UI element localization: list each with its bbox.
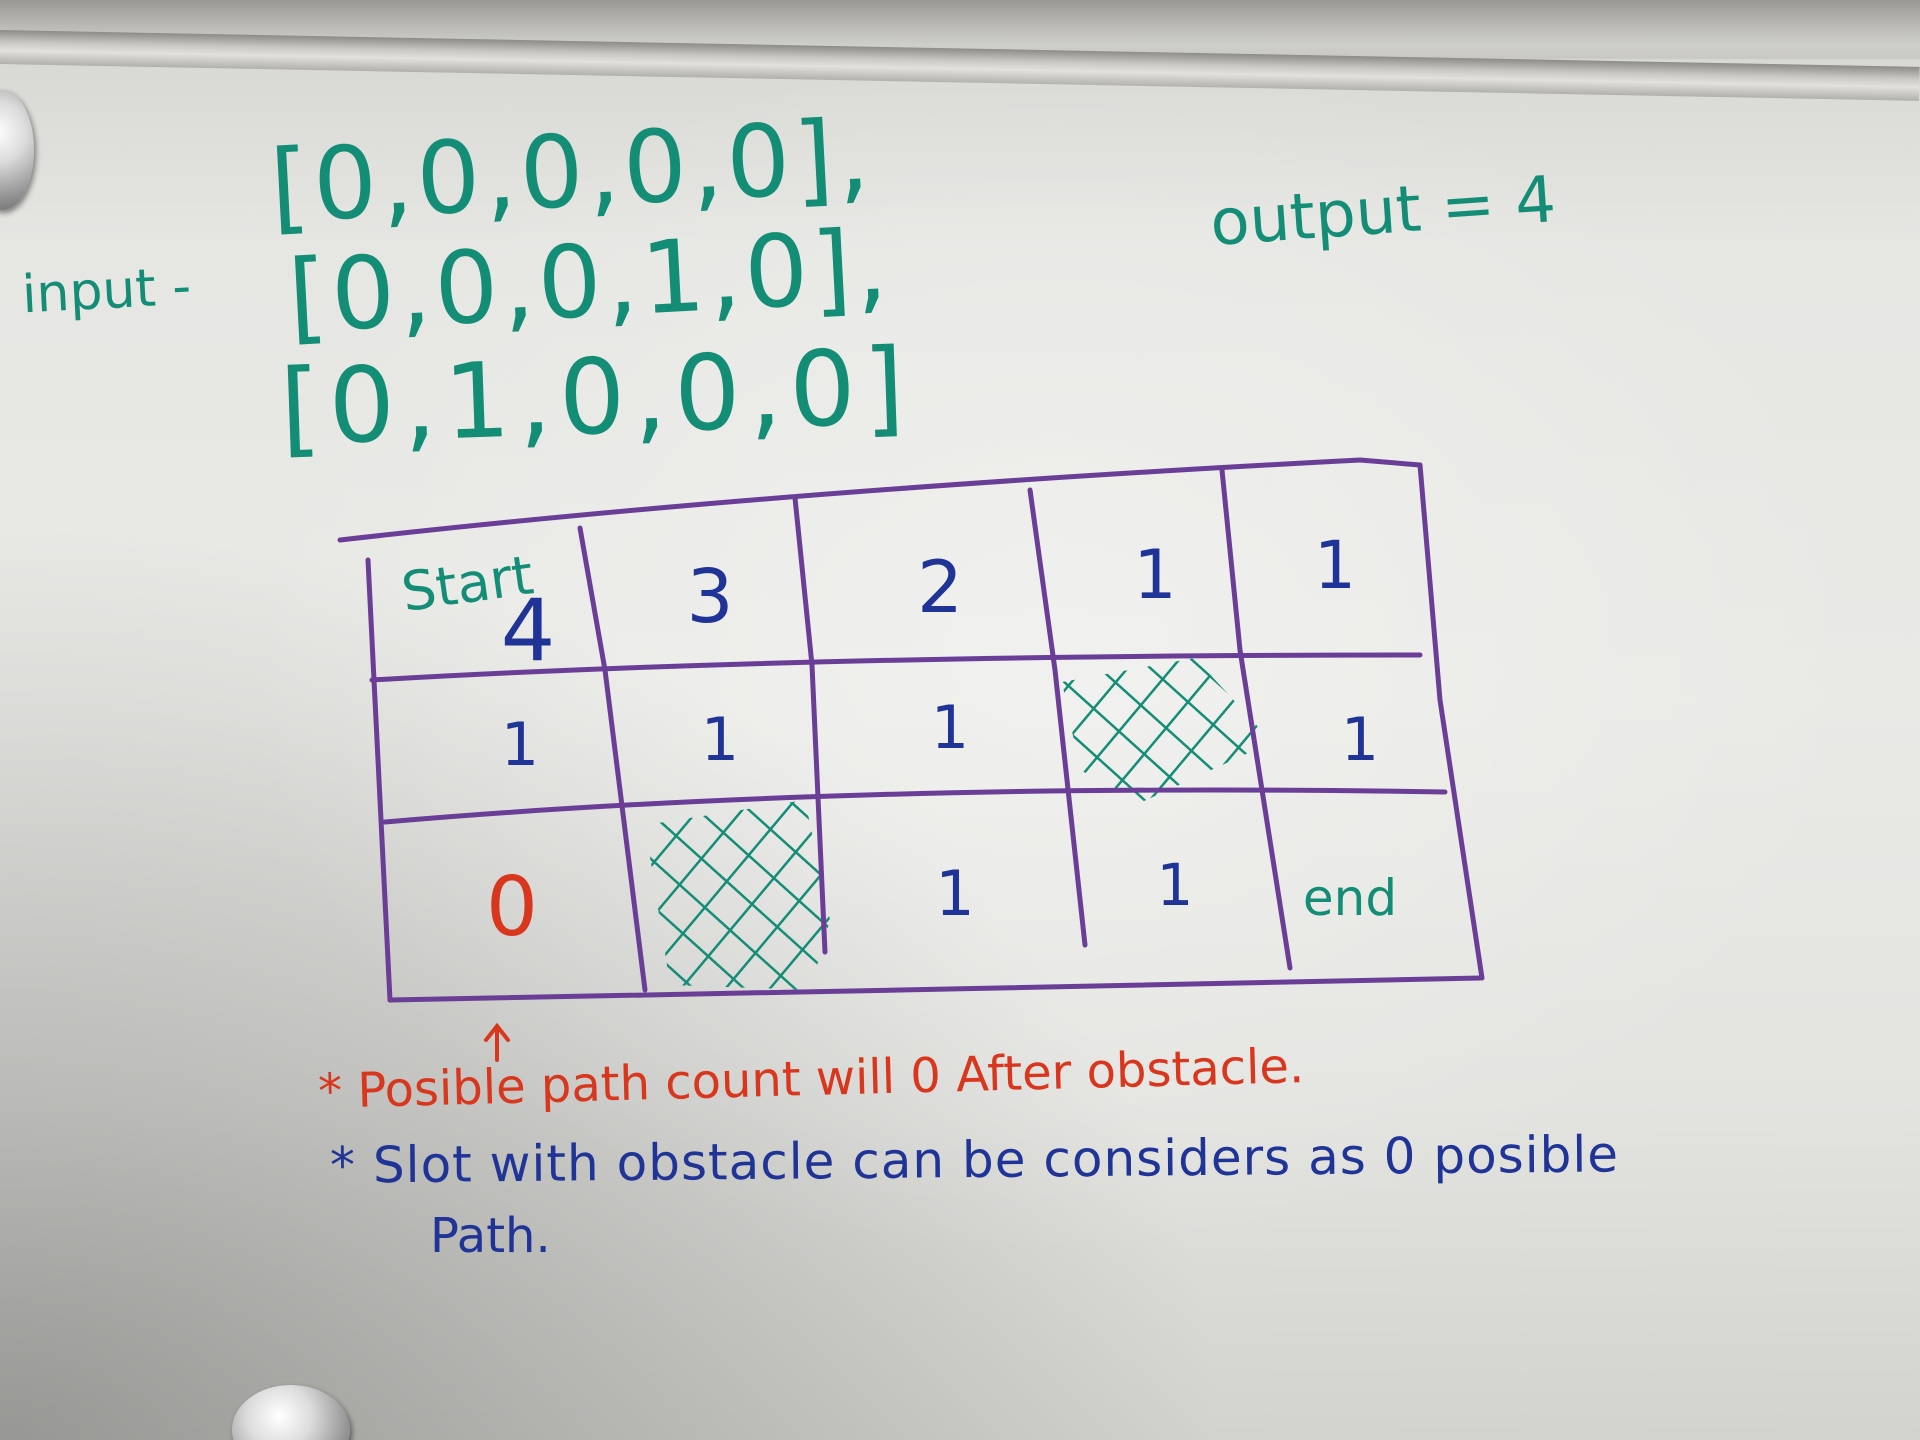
- end-label: end: [1303, 869, 1397, 927]
- grid-cell-r2-c5: 1: [1341, 705, 1379, 775]
- grid-cell-r1-c3: 2: [917, 545, 963, 629]
- grid-right-edge: [1417, 462, 1485, 981]
- note-obstacle-slot-continued: Path.: [430, 1208, 551, 1264]
- arrow-up-icon: [484, 1022, 510, 1062]
- grid-col-line-3: [1027, 487, 1088, 948]
- grid-cell-r3-c1-zero: 0: [486, 860, 538, 955]
- grid-col-line-4: [1219, 467, 1293, 971]
- grid-cell-r2-c2: 1: [701, 705, 739, 775]
- grid-cell-r1-c2: 3: [686, 554, 733, 640]
- grid-top-line: [337, 457, 1423, 543]
- grid-cell-r1-c4: 1: [1133, 536, 1176, 615]
- grid-cell-r1-c5: 1: [1314, 527, 1356, 604]
- obstacle-cell-row2-col4: [1062, 658, 1272, 802]
- grid-bottom-line: [387, 975, 1483, 1003]
- grid-col-line-2: [792, 495, 828, 955]
- obstacle-cell-row3-col2: [645, 800, 830, 990]
- grid-col-line-1: [577, 525, 648, 993]
- grid-cell-r2-c3: 1: [931, 693, 969, 763]
- grid-row-line-2: [382, 787, 1448, 825]
- grid-cell-r3-c3: 1: [935, 857, 974, 930]
- note-obstacle-slot: * Slot with obstacle can be considers as…: [329, 1125, 1620, 1195]
- grid-cell-r2-c1: 1: [501, 710, 539, 780]
- grid-cell-r1-c1: 4: [501, 581, 556, 681]
- grid-left-edge: [365, 557, 393, 1003]
- grid-lines: [337, 457, 1485, 1003]
- grid-cell-r3-c4: 1: [1157, 851, 1194, 919]
